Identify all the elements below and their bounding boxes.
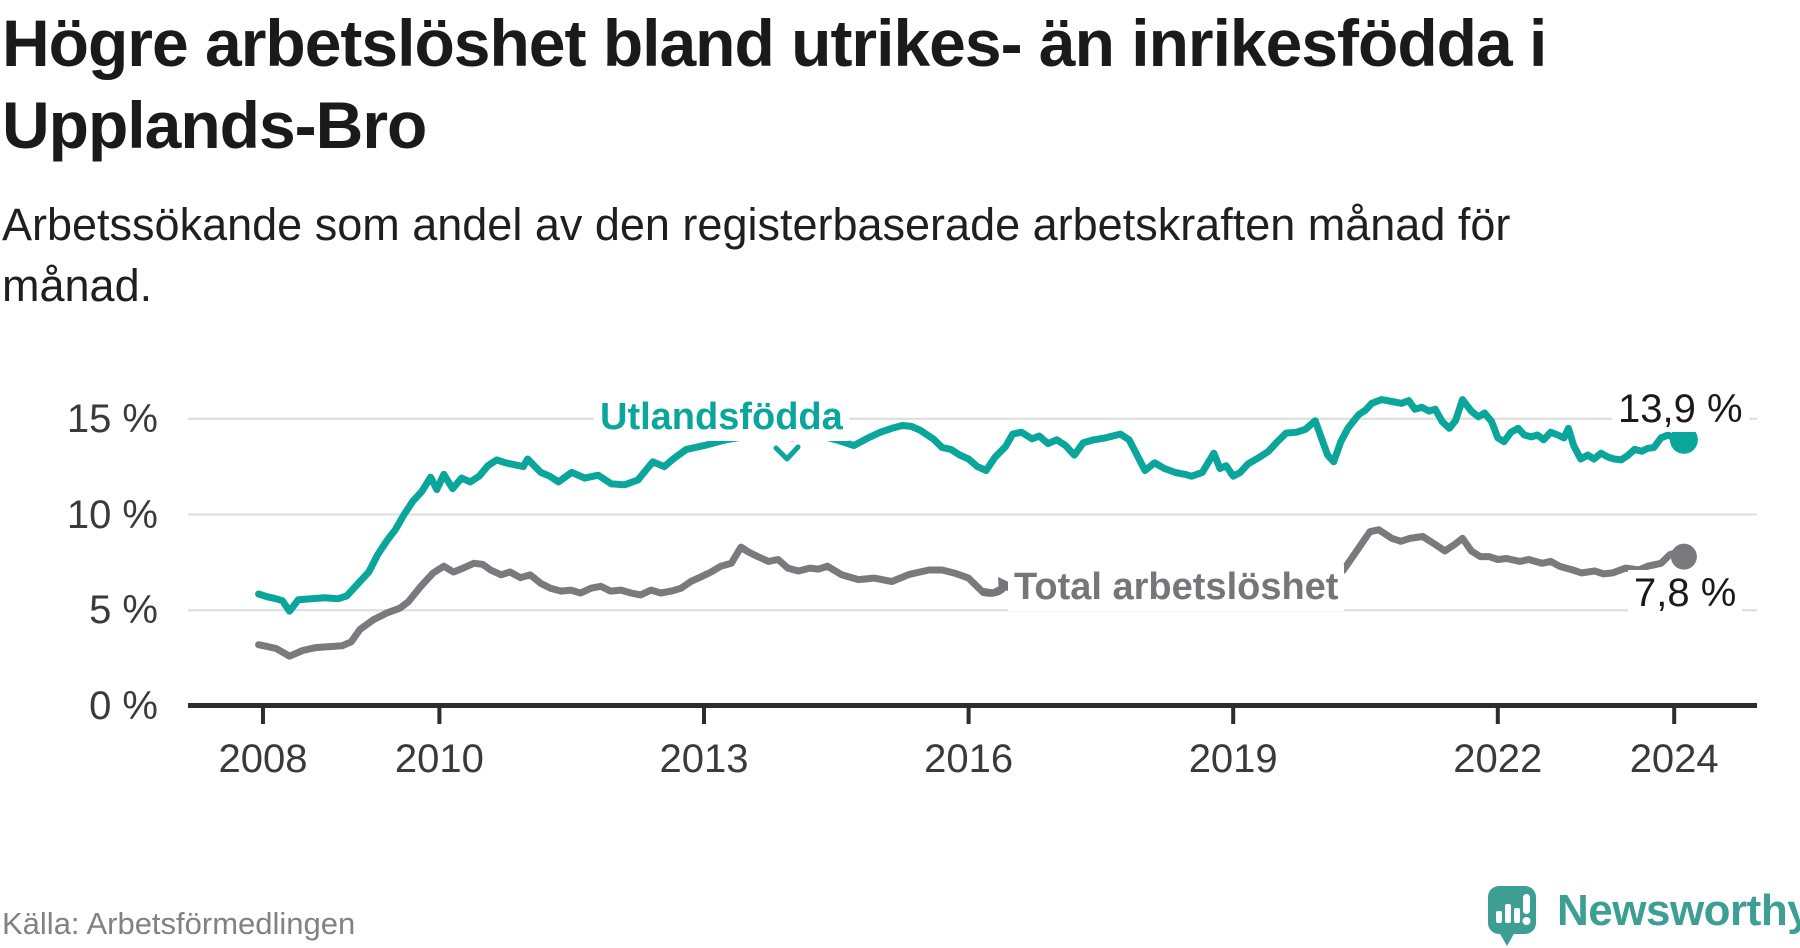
series-line-total (255, 526, 1688, 660)
gridlines (188, 417, 1757, 612)
source-note: Källa: Arbetsförmedlingen (2, 906, 356, 941)
x-axis-label: 2019 (1188, 737, 1278, 781)
y-axis-label: 15 % (66, 396, 158, 441)
newsworthy-logo-text: Newsworthy (1557, 886, 1800, 935)
y-axis-label: 0 % (89, 684, 158, 728)
end-value-label-utlandsfodda: 13,9 % (1612, 386, 1749, 432)
end-value-label-total: 7,8 % (1628, 570, 1743, 616)
chart-subtitle: Arbetssökande som andel av den registerb… (2, 194, 1510, 316)
x-axis-label: 2024 (1629, 737, 1719, 781)
utlandsfodda-pointer-arrow-icon (773, 444, 801, 462)
x-axis-label: 2022 (1453, 737, 1543, 781)
end-dot-total (1670, 543, 1697, 570)
newsworthy-logo[interactable]: Newsworthy (1487, 884, 1800, 948)
y-axis-label: 5 % (89, 588, 158, 633)
x-axis-label: 2008 (218, 737, 308, 781)
end-dot-utlandsfodda (1669, 425, 1698, 454)
series-label-total-arbetsloshet: Total arbetslöshet (1008, 564, 1345, 611)
total-pointer-arrowhead-icon (998, 577, 1015, 593)
x-axis-label: 2013 (659, 737, 749, 781)
chart-title-line2: Upplands-Bro (2, 88, 427, 162)
chart-subtitle-line2: månad. (2, 260, 153, 311)
chart-subtitle-line1: Arbetssökande som andel av den registerb… (2, 199, 1511, 250)
x-axis-ticks (261, 708, 1677, 724)
series-line-utlandsfodda (255, 396, 1688, 615)
x-axis-label: 2010 (394, 737, 484, 781)
x-axis-label: 2016 (924, 737, 1014, 781)
series-lines (255, 396, 1688, 660)
chart-title: Högre arbetslöshet bland utrikes- än inr… (2, 2, 1547, 166)
chart-title-line1: Högre arbetslöshet bland utrikes- än inr… (2, 6, 1547, 80)
y-axis-label: 10 % (66, 492, 158, 537)
series-label-utlandsfodda: Utlandsfödda (594, 394, 849, 441)
series-end-dots (1669, 425, 1698, 570)
newsworthy-logo-icon (1488, 886, 1536, 946)
